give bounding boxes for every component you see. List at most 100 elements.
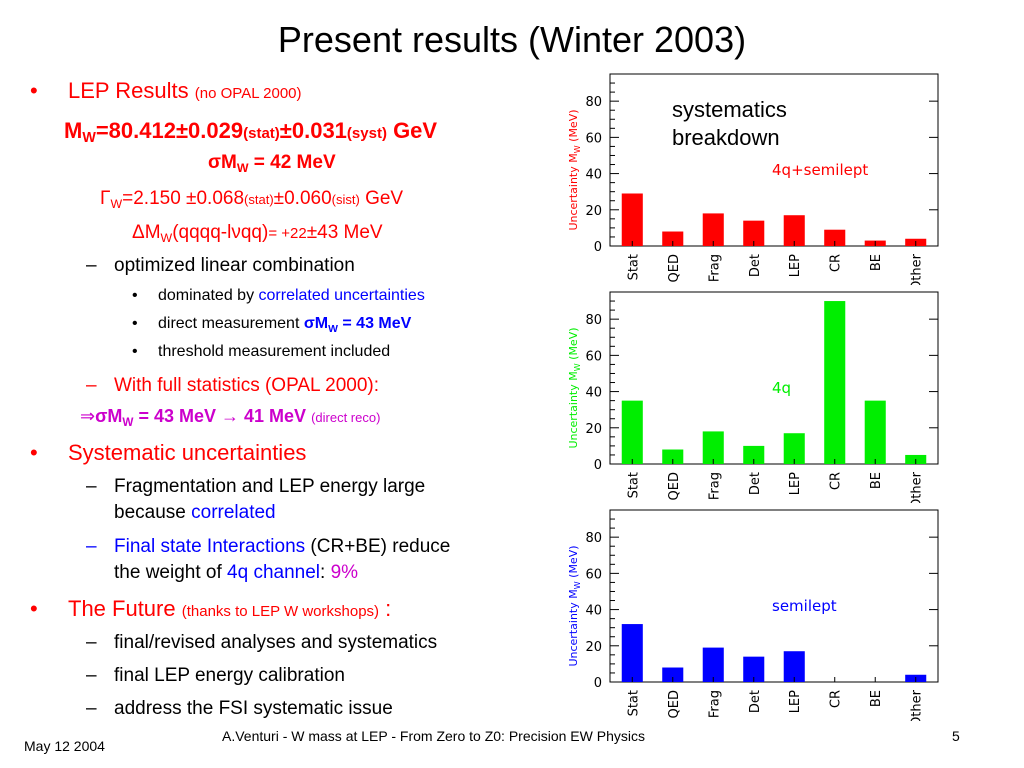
item-dominated: dominated by correlated uncertainties: [158, 287, 425, 305]
delta-value: 43 MeV: [317, 222, 383, 243]
sub-full-statistics: With full statistics (OPAL 2000):: [114, 375, 380, 396]
chart-4q-semilept: 0 20 40 60 80 Stat QED Frag Det LEP CR BE Other Uncer…: [560, 70, 950, 285]
slide-title: Present results (Winter 2003): [277, 19, 747, 60]
mw-unit: GeV: [393, 118, 438, 143]
chart-4q: 0 20 40 60 80 Stat QED Frag Det LEP CR BE Other Uncer…: [560, 288, 950, 503]
x-tick-label: Det: [748, 254, 763, 277]
bullet-future: The Future (thanks to LEP W workshops) :: [68, 596, 391, 622]
implies-arrow: ⇒: [80, 406, 96, 426]
x-tick-label: Other: [910, 471, 925, 503]
direct-value: = 43 MeV: [337, 315, 412, 332]
colon: :: [320, 562, 331, 583]
fsi-rest: (CR+BE) reduce: [305, 536, 451, 557]
x-tick-label: LEP: [788, 690, 803, 713]
opal-to: 41 MeV: [239, 406, 307, 426]
opal-result-line: ⇒σMW = 43 MeV → 41 MeV (direct reco): [80, 406, 381, 429]
gamma-pm-syst: ±: [273, 188, 285, 209]
bullet-dot: •: [30, 596, 38, 621]
bullet-small: •: [132, 343, 138, 360]
gamma-stat-label: (stat): [244, 192, 274, 207]
bar-det: [743, 656, 765, 682]
mw-symbol: M: [64, 118, 83, 143]
sigma-symbol: σ: [208, 152, 221, 173]
x-tick-label: CR: [829, 472, 844, 490]
opal-sigma: σ: [95, 406, 108, 426]
y-tick-label: 40: [585, 604, 602, 619]
x-tick-label: QED: [667, 472, 682, 500]
y-tick-label: 0: [594, 240, 602, 255]
nu-symbol: ν: [231, 222, 241, 243]
delta-m: M: [144, 222, 161, 243]
bar-frag: [702, 647, 724, 682]
systematics-breakdown-note: systematics breakdown: [672, 96, 787, 152]
x-tick-label: BE: [869, 472, 884, 489]
plot-frame: [609, 73, 939, 247]
series-label: semilept: [772, 597, 837, 615]
gamma-w: W: [110, 197, 123, 211]
series-label: 4q: [772, 379, 791, 397]
y-tick-label: 80: [585, 531, 602, 546]
sub-optimized-linear: optimized linear combination: [114, 255, 355, 276]
chart-svg: 0 20 40 60 80 Stat QED Frag Det LEP CR BE Other Uncer…: [567, 73, 939, 285]
plot-frame: [609, 291, 939, 465]
delta-mw-line: ΔMW(qqqq-lνqq)= +22±43 MeV: [132, 222, 383, 244]
future-colon: :: [379, 596, 392, 621]
sub-fsi-cont: the weight of 4q channel: 9%: [114, 562, 358, 584]
footer-title: A.Venturi - W mass at LEP - From Zero to…: [222, 728, 645, 744]
series-label: 4q+semilept: [772, 161, 868, 179]
correlated-uncertainties: correlated uncertainties: [258, 287, 425, 304]
x-tick-label: Stat: [626, 690, 641, 716]
y-tick-label: 20: [585, 204, 602, 219]
mw-result-line: MW=80.412±0.029(stat)±0.031(syst) GeV: [64, 118, 438, 146]
y-tick-label: 60: [585, 131, 602, 146]
opal-w: W: [122, 416, 134, 429]
y-tick-label: 20: [585, 640, 602, 655]
gamma-syst: 0.060: [284, 188, 332, 209]
bar-be: [864, 400, 886, 464]
gamma-pm-stat: ±: [186, 188, 197, 209]
x-tick-label: Frag: [707, 254, 722, 282]
mw-syst: 0.031: [291, 118, 347, 143]
bar-frag: [702, 213, 724, 246]
gamma-unit: GeV: [359, 188, 404, 209]
x-tick-label: QED: [667, 690, 682, 718]
delta-eq: = +22: [268, 225, 307, 242]
gamma-w-line: ΓW=2.150 ±0.068(stat)±0.060(sist) GeV: [100, 188, 403, 210]
dash: –: [86, 375, 97, 396]
y-axis-label: Uncertainty MW (MeV): [567, 327, 582, 448]
item-threshold: threshold measurement included: [158, 343, 391, 360]
dominated-text: dominated by: [158, 287, 259, 304]
bullet-lep-results: LEP Results (no OPAL 2000): [68, 78, 302, 104]
x-tick-label: CR: [829, 690, 844, 708]
y-tick-label: 40: [585, 168, 602, 183]
mw-sub: W: [82, 130, 96, 146]
sigma-value: = 42 MeV: [248, 152, 336, 173]
bullet-small: •: [132, 315, 138, 332]
item-direct: direct measurement σMW = 43 MeV: [158, 315, 412, 335]
gamma-symbol: Γ: [100, 188, 111, 209]
y-tick-label: 0: [594, 458, 602, 473]
bar-cr: [824, 301, 846, 464]
sigma-m: M: [221, 152, 237, 173]
right-arrow: →: [221, 406, 240, 426]
mw-stat-label: (stat): [243, 125, 280, 142]
bar-stat: [621, 193, 643, 246]
direct-m: M: [314, 315, 329, 332]
bar-det: [743, 445, 765, 464]
bar-lep: [783, 651, 805, 682]
direct-w: W: [328, 324, 338, 335]
weight-text: the weight of: [114, 562, 228, 583]
delta-symbol: Δ: [132, 222, 145, 243]
bullet-small: •: [132, 287, 138, 304]
bar-det: [743, 220, 765, 246]
bar-qed: [662, 449, 684, 464]
y-tick-label: 40: [585, 386, 602, 401]
page-number: 5: [952, 728, 960, 744]
dash: –: [86, 665, 97, 686]
future-item: final/revised analyses and systematics: [114, 632, 438, 653]
bar-qed: [662, 231, 684, 246]
bar-frag: [702, 431, 724, 464]
mw-syst-label: (syst): [346, 125, 387, 142]
direct-reco-note: (direct reco): [311, 410, 381, 425]
delta-channel-close: qq): [240, 222, 269, 243]
